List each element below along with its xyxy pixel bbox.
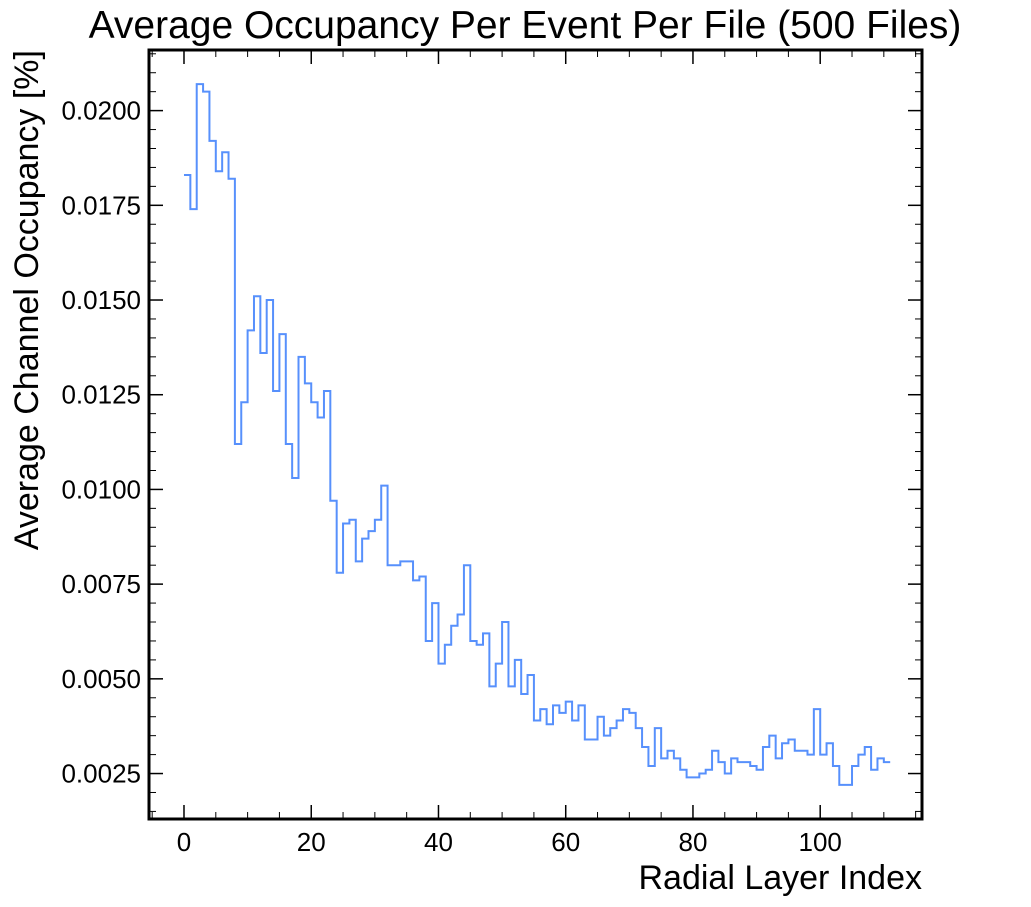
x-tick-label: 40	[424, 827, 453, 857]
x-tick-label: 100	[799, 827, 842, 857]
y-tick-label: 0.0050	[61, 664, 141, 694]
chart-title: Average Occupancy Per Event Per File (50…	[89, 4, 962, 47]
x-axis-label: Radial Layer Index	[638, 859, 922, 897]
occupancy-step-line	[183, 83, 891, 786]
x-tick-label: 0	[177, 827, 191, 857]
plot-frame	[147, 48, 924, 821]
y-tick-label: 0.0100	[61, 474, 141, 504]
x-tick-label: 20	[297, 827, 326, 857]
tick-labels: 0 20 40 60 80 100 0.0025 0.0050 0.0075 0.0100 0.01…	[61, 96, 841, 857]
minor-ticks	[149, 50, 922, 819]
y-tick-label: 0.0075	[61, 569, 141, 599]
y-tick-label: 0.0200	[61, 96, 141, 126]
major-ticks	[149, 50, 922, 819]
y-tick-label: 0.0150	[61, 285, 141, 315]
y-tick-label: 0.0125	[61, 380, 141, 410]
y-axis-label: Average Channel Occupancy [%]	[8, 50, 46, 550]
y-tick-label: 0.0025	[61, 759, 141, 789]
x-tick-label: 60	[551, 827, 580, 857]
y-tick-label: 0.0175	[61, 190, 141, 220]
x-tick-label: 80	[679, 827, 708, 857]
